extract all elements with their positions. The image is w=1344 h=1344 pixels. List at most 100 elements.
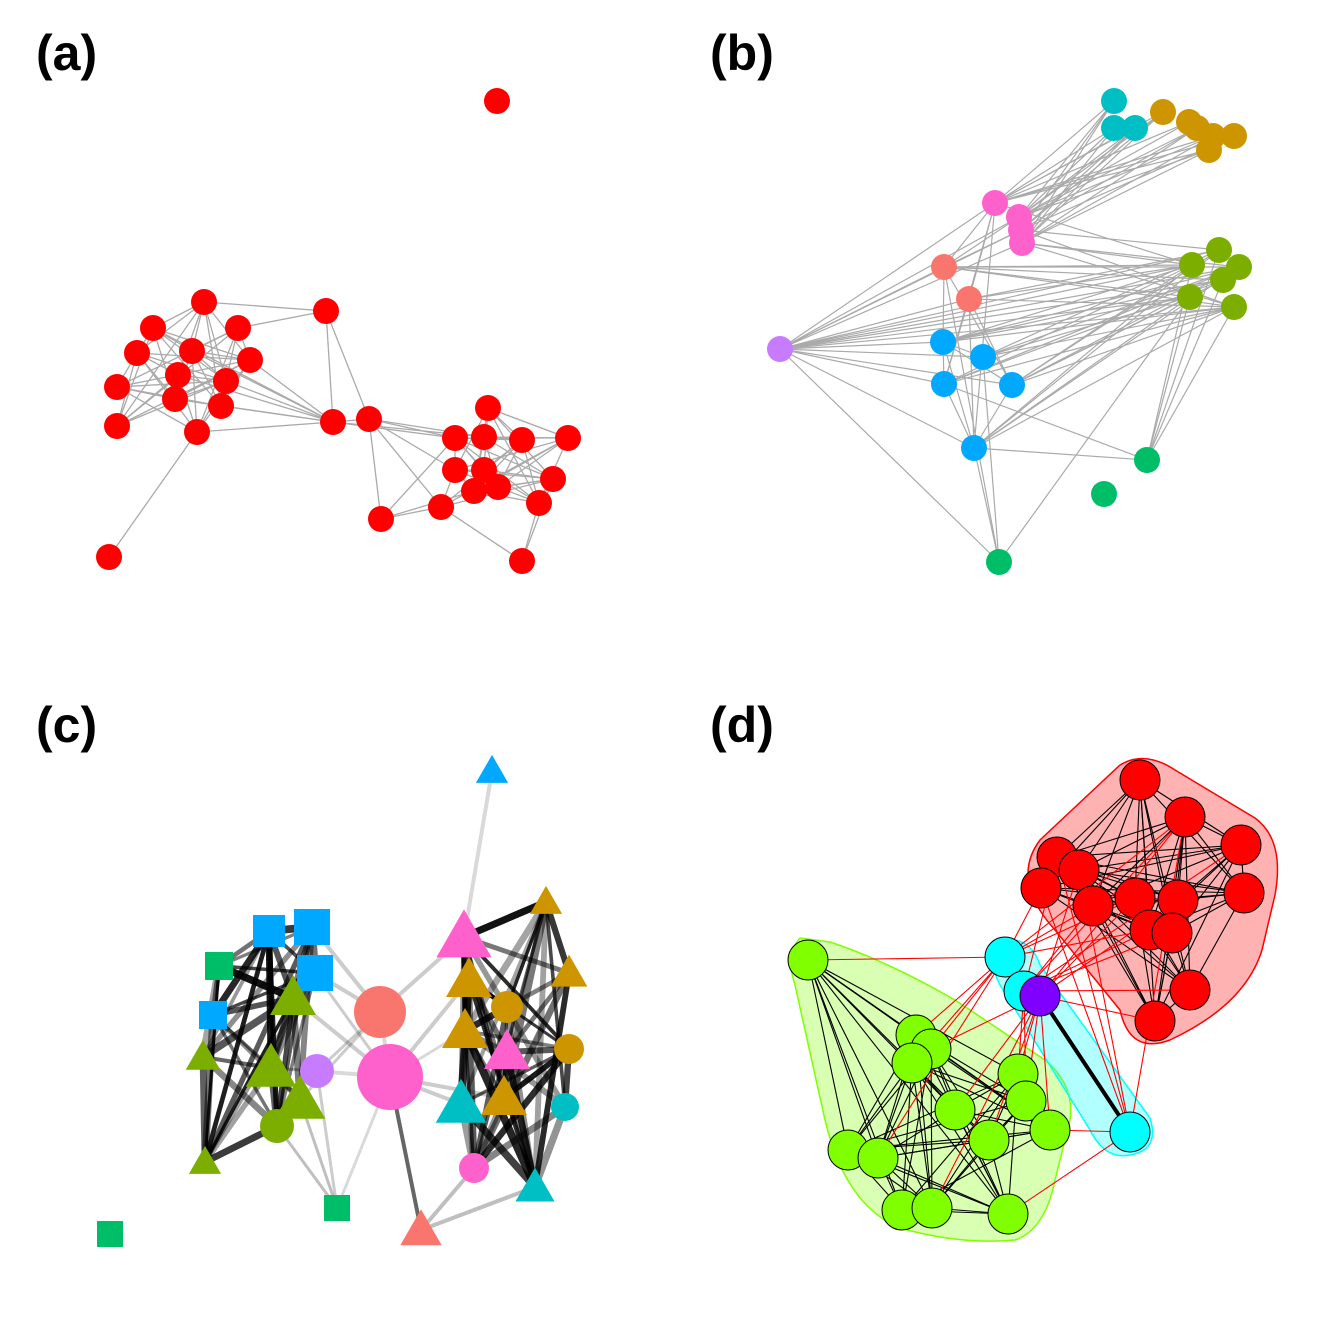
edge bbox=[177, 374, 334, 423]
edge bbox=[497, 437, 569, 488]
edge bbox=[942, 279, 1224, 343]
edge bbox=[807, 956, 1006, 961]
node bbox=[260, 1109, 294, 1143]
node bbox=[357, 1044, 423, 1110]
edge bbox=[998, 296, 1191, 563]
edge bbox=[1020, 100, 1115, 231]
node bbox=[1072, 885, 1114, 927]
edge bbox=[1038, 994, 1132, 1134]
node bbox=[185, 1039, 221, 1070]
edge bbox=[1092, 779, 1141, 907]
edge bbox=[1021, 149, 1210, 244]
node bbox=[550, 954, 588, 987]
node bbox=[987, 1193, 1029, 1235]
node bbox=[324, 1195, 350, 1221]
edge bbox=[779, 266, 945, 350]
node bbox=[1009, 230, 1035, 256]
node bbox=[1179, 252, 1205, 278]
node bbox=[179, 338, 205, 364]
node bbox=[208, 393, 234, 419]
node bbox=[982, 190, 1008, 216]
node bbox=[1200, 123, 1226, 149]
edge bbox=[973, 306, 1235, 449]
node bbox=[857, 1137, 899, 1179]
edge bbox=[943, 266, 1191, 298]
edge bbox=[440, 506, 523, 562]
edge bbox=[532, 901, 549, 1188]
node bbox=[961, 435, 987, 461]
node bbox=[1221, 123, 1247, 149]
edge bbox=[1021, 127, 1136, 244]
edge bbox=[807, 959, 849, 1151]
node bbox=[509, 548, 535, 574]
edge bbox=[779, 202, 996, 350]
node bbox=[104, 413, 130, 439]
node bbox=[300, 1054, 334, 1088]
node bbox=[529, 885, 563, 914]
edge bbox=[1021, 127, 1198, 244]
node bbox=[481, 1075, 527, 1115]
node bbox=[1206, 237, 1232, 263]
node bbox=[767, 336, 793, 362]
node bbox=[124, 340, 150, 366]
edge bbox=[472, 1104, 567, 1171]
edge bbox=[1078, 869, 1245, 894]
edge bbox=[943, 216, 1020, 268]
node bbox=[515, 1167, 555, 1202]
edge bbox=[973, 296, 1191, 449]
panel-c-network bbox=[97, 754, 588, 1247]
edge bbox=[1039, 869, 1080, 997]
edge bbox=[116, 327, 239, 388]
node bbox=[400, 1209, 442, 1246]
edge bbox=[943, 266, 1224, 281]
edge bbox=[943, 266, 1000, 563]
node bbox=[1164, 796, 1206, 838]
edge bbox=[954, 995, 1041, 1111]
node bbox=[1223, 872, 1265, 914]
edge bbox=[454, 437, 540, 504]
edge bbox=[973, 264, 1193, 449]
edge bbox=[911, 1062, 933, 1209]
edge bbox=[1011, 264, 1193, 386]
node bbox=[968, 1119, 1010, 1161]
node bbox=[911, 1187, 953, 1229]
node bbox=[1220, 824, 1262, 866]
edge bbox=[199, 1056, 209, 1163]
edge bbox=[1040, 887, 1191, 991]
node bbox=[1091, 481, 1117, 507]
edge bbox=[487, 407, 569, 439]
node bbox=[475, 395, 501, 421]
edge bbox=[325, 310, 370, 420]
node bbox=[891, 1042, 933, 1084]
node bbox=[931, 371, 957, 397]
edge bbox=[503, 1051, 539, 1188]
edge bbox=[462, 770, 494, 938]
node bbox=[1177, 284, 1203, 310]
node bbox=[509, 427, 535, 453]
node bbox=[270, 975, 316, 1015]
node bbox=[491, 991, 523, 1023]
node bbox=[191, 289, 217, 315]
edge bbox=[203, 301, 327, 312]
edge bbox=[1039, 897, 1136, 997]
node bbox=[1221, 294, 1247, 320]
edge bbox=[274, 997, 296, 1127]
edge bbox=[779, 348, 945, 385]
panel-c-label: (c) bbox=[36, 697, 98, 753]
edge bbox=[1146, 279, 1224, 461]
node bbox=[1020, 867, 1062, 909]
node bbox=[188, 1145, 222, 1174]
node bbox=[1019, 975, 1061, 1017]
panel-d-label: (d) bbox=[710, 697, 774, 753]
node bbox=[225, 315, 251, 341]
edge bbox=[1154, 844, 1242, 1022]
edge bbox=[174, 398, 334, 423]
edge bbox=[982, 356, 1000, 563]
panel-a-label: (a) bbox=[36, 25, 98, 81]
node bbox=[1101, 88, 1127, 114]
node bbox=[484, 1029, 530, 1069]
node bbox=[162, 386, 188, 412]
edge bbox=[462, 898, 548, 941]
edge bbox=[779, 348, 1000, 563]
